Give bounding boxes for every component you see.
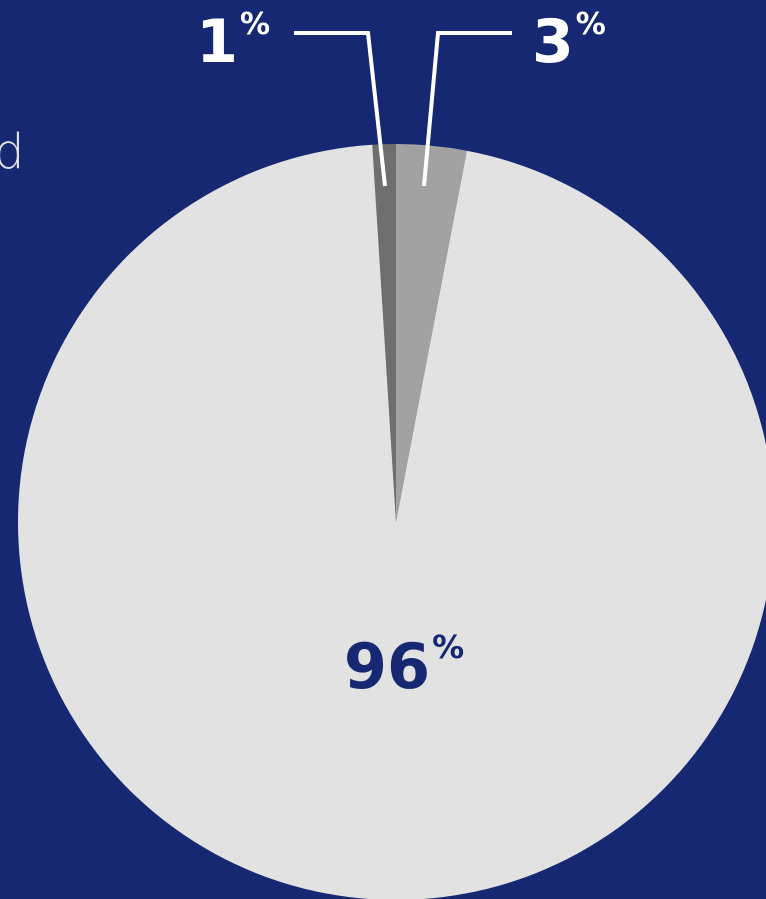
cropped-body-text: d [0, 124, 25, 180]
slice-label-value: 3 [532, 7, 574, 77]
pie-slices [18, 144, 766, 899]
pie-slice-3 [396, 144, 467, 522]
slice-label-percent-sign: % [432, 628, 464, 666]
leader-lines [294, 31, 512, 187]
leader-line-3 [422, 31, 512, 187]
slice-label-96: 96% [344, 628, 464, 703]
slice-label-value: 96 [344, 630, 430, 703]
slice-labels: 1% 3%96% [196, 7, 606, 703]
slice-label-1: 1% [196, 7, 270, 77]
pie-slice-96 [18, 144, 766, 899]
slice-label-percent-sign: % [576, 7, 606, 42]
slice-label-percent-sign: % [240, 7, 270, 42]
leader-line-1 [294, 31, 387, 187]
slice-label-value: 1 [196, 7, 238, 77]
slice-label-3: 3% [532, 7, 606, 77]
pie-slice-1 [372, 144, 396, 522]
